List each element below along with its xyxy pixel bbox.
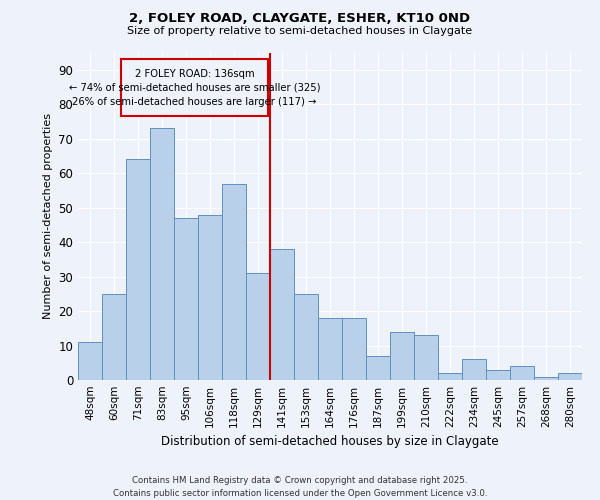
Bar xyxy=(558,373,582,380)
Bar xyxy=(342,318,366,380)
Bar xyxy=(246,273,270,380)
Text: 2 FOLEY ROAD: 136sqm
← 74% of semi-detached houses are smaller (325)
26% of semi: 2 FOLEY ROAD: 136sqm ← 74% of semi-detac… xyxy=(68,69,320,107)
Bar xyxy=(121,60,268,116)
Bar xyxy=(390,332,414,380)
Text: Size of property relative to semi-detached houses in Claygate: Size of property relative to semi-detach… xyxy=(127,26,473,36)
X-axis label: Distribution of semi-detached houses by size in Claygate: Distribution of semi-detached houses by … xyxy=(161,436,499,448)
Bar xyxy=(438,373,462,380)
Bar xyxy=(126,160,150,380)
Bar xyxy=(198,214,222,380)
Text: 2, FOLEY ROAD, CLAYGATE, ESHER, KT10 0ND: 2, FOLEY ROAD, CLAYGATE, ESHER, KT10 0ND xyxy=(130,12,470,26)
Bar xyxy=(414,335,438,380)
Bar xyxy=(102,294,126,380)
Bar xyxy=(174,218,198,380)
Bar xyxy=(534,376,558,380)
Bar xyxy=(366,356,390,380)
Bar xyxy=(222,184,246,380)
Bar xyxy=(150,128,174,380)
Bar xyxy=(486,370,510,380)
Bar xyxy=(78,342,102,380)
Bar xyxy=(462,360,486,380)
Y-axis label: Number of semi-detached properties: Number of semi-detached properties xyxy=(43,114,53,320)
Bar xyxy=(270,249,294,380)
Bar xyxy=(510,366,534,380)
Bar xyxy=(318,318,342,380)
Bar xyxy=(294,294,318,380)
Text: Contains HM Land Registry data © Crown copyright and database right 2025.
Contai: Contains HM Land Registry data © Crown c… xyxy=(113,476,487,498)
